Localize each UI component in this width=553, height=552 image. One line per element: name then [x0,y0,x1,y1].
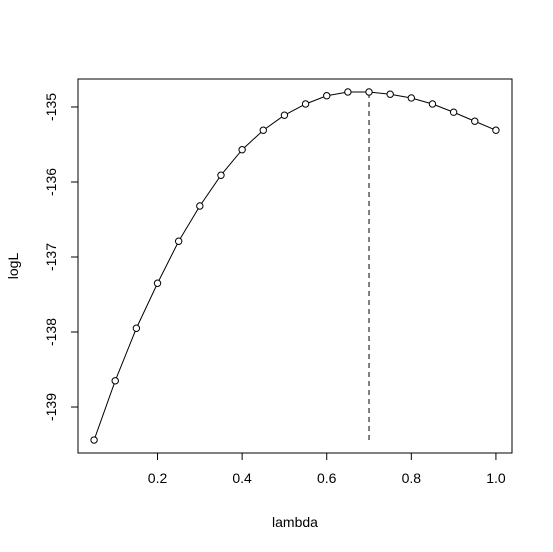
data-point [90,436,98,444]
data-point [428,100,437,108]
x-tick-label: 0.6 [317,470,337,486]
data-point [280,111,289,119]
y-tick-label: -137 [43,243,59,271]
data-point [449,108,458,116]
data-point [238,146,246,154]
x-axis-label: lambda [272,514,318,530]
x-tick-label: 0.8 [402,470,422,486]
data-point [196,202,204,210]
data-point [301,100,310,108]
y-tick-label: -136 [43,168,59,196]
data-point [259,126,267,134]
data-point [323,92,331,100]
y-axis-label: logL [5,253,21,280]
data-point [111,377,119,385]
y-tick-label: -139 [43,393,59,421]
x-tick-label: 0.2 [148,470,168,486]
data-point [174,237,183,245]
x-tick-label: 0.4 [232,470,252,486]
x-tick-label: 1.0 [486,470,506,486]
data-point [365,88,373,96]
data-point [217,171,225,179]
data-point [407,94,416,102]
y-tick-label: -135 [43,93,59,121]
data-point [153,279,162,287]
data-point [492,126,500,134]
data-point [386,90,394,98]
y-tick-label: -138 [43,318,59,346]
data-point [471,117,479,125]
data-line [93,91,497,441]
data-point [344,88,352,96]
plot-box [77,78,513,454]
data-point [132,324,141,332]
